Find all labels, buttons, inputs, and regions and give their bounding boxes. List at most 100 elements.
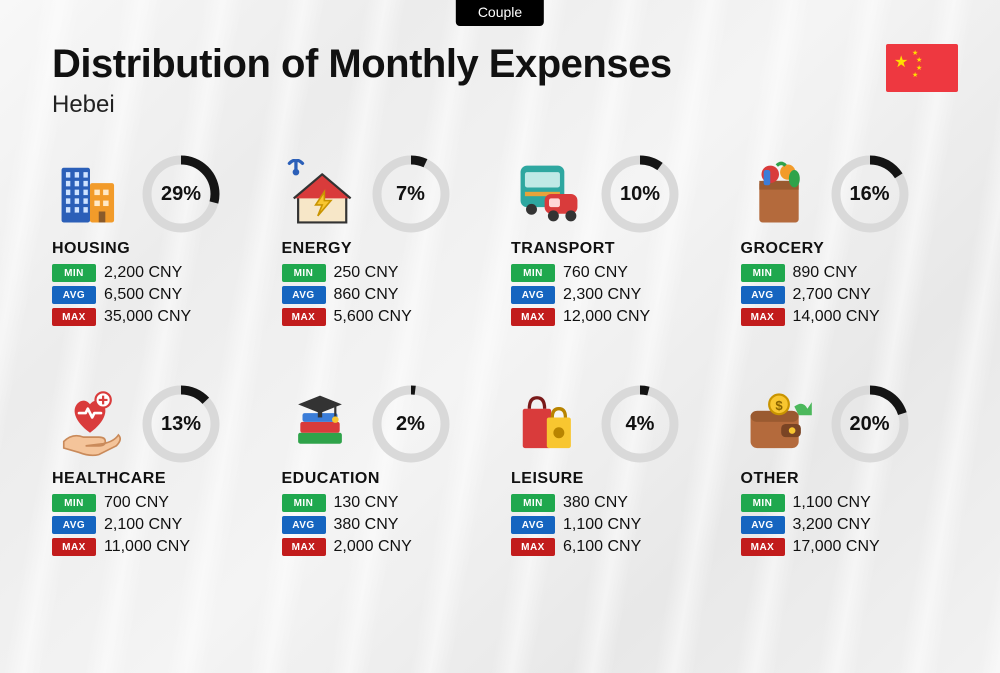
badge-avg: AVG bbox=[741, 516, 785, 534]
stats-block: MIN 1,100 CNY AVG 3,200 CNY MAX 17,000 C… bbox=[741, 494, 961, 556]
stat-row-max: MAX 5,600 CNY bbox=[282, 308, 502, 326]
stat-row-min: MIN 1,100 CNY bbox=[741, 494, 961, 512]
badge-avg: AVG bbox=[52, 516, 96, 534]
stat-row-min: MIN 700 CNY bbox=[52, 494, 272, 512]
percent-label: 4% bbox=[601, 385, 679, 463]
badge-avg: AVG bbox=[741, 286, 785, 304]
badge-max: MAX bbox=[741, 538, 785, 556]
stat-row-avg: AVG 6,500 CNY bbox=[52, 286, 272, 304]
stats-block: MIN 130 CNY AVG 380 CNY MAX 2,000 CNY bbox=[282, 494, 502, 556]
badge-min: MIN bbox=[511, 494, 555, 512]
category-card-housing: 29% HOUSING MIN 2,200 CNY AVG 6,500 CNY … bbox=[52, 156, 272, 330]
svg-text:$: $ bbox=[775, 398, 783, 413]
stat-value-max: 2,000 CNY bbox=[334, 538, 412, 556]
badge-min: MIN bbox=[511, 264, 555, 282]
stat-value-max: 6,100 CNY bbox=[563, 538, 641, 556]
stat-value-max: 14,000 CNY bbox=[793, 308, 880, 326]
stat-value-max: 12,000 CNY bbox=[563, 308, 650, 326]
percent-label: 13% bbox=[142, 385, 220, 463]
header: Distribution of Monthly Expenses Hebei bbox=[52, 42, 948, 119]
stat-row-max: MAX 14,000 CNY bbox=[741, 308, 961, 326]
stats-block: MIN 890 CNY AVG 2,700 CNY MAX 14,000 CNY bbox=[741, 264, 961, 326]
category-card-healthcare: 13% HEALTHCARE MIN 700 CNY AVG 2,100 CNY… bbox=[52, 386, 272, 560]
badge-avg: AVG bbox=[52, 286, 96, 304]
stat-row-min: MIN 760 CNY bbox=[511, 264, 731, 282]
badge-min: MIN bbox=[282, 494, 326, 512]
stat-row-avg: AVG 860 CNY bbox=[282, 286, 502, 304]
page-title: Distribution of Monthly Expenses bbox=[52, 42, 948, 87]
badge-max: MAX bbox=[52, 538, 96, 556]
category-card-leisure: 4% LEISURE MIN 380 CNY AVG 1,100 CNY MAX… bbox=[511, 386, 731, 560]
badge-avg: AVG bbox=[511, 516, 555, 534]
stats-block: MIN 700 CNY AVG 2,100 CNY MAX 11,000 CNY bbox=[52, 494, 272, 556]
category-card-transport: 10% TRANSPORT MIN 760 CNY AVG 2,300 CNY … bbox=[511, 156, 731, 330]
china-flag-icon: ★ ★★★★ bbox=[886, 44, 958, 92]
percent-label: 20% bbox=[831, 385, 909, 463]
heart-hand-icon bbox=[52, 386, 128, 462]
stat-value-min: 890 CNY bbox=[793, 264, 858, 282]
stat-value-max: 35,000 CNY bbox=[104, 308, 191, 326]
badge-min: MIN bbox=[282, 264, 326, 282]
badge-max: MAX bbox=[741, 308, 785, 326]
stat-row-avg: AVG 1,100 CNY bbox=[511, 516, 731, 534]
stats-block: MIN 250 CNY AVG 860 CNY MAX 5,600 CNY bbox=[282, 264, 502, 326]
percent-label: 2% bbox=[372, 385, 450, 463]
region-subtitle: Hebei bbox=[52, 91, 948, 119]
stat-row-max: MAX 6,100 CNY bbox=[511, 538, 731, 556]
badge-max: MAX bbox=[282, 308, 326, 326]
percent-donut: 2% bbox=[372, 385, 450, 463]
category-name: LEISURE bbox=[511, 470, 731, 488]
badge-min: MIN bbox=[741, 494, 785, 512]
category-name: GROCERY bbox=[741, 240, 961, 258]
badge-avg: AVG bbox=[282, 516, 326, 534]
stat-value-avg: 2,700 CNY bbox=[793, 286, 871, 304]
category-name: OTHER bbox=[741, 470, 961, 488]
stat-value-min: 250 CNY bbox=[334, 264, 399, 282]
badge-min: MIN bbox=[52, 264, 96, 282]
stat-row-min: MIN 130 CNY bbox=[282, 494, 502, 512]
stat-value-min: 380 CNY bbox=[563, 494, 628, 512]
stat-value-min: 760 CNY bbox=[563, 264, 628, 282]
stat-row-min: MIN 250 CNY bbox=[282, 264, 502, 282]
categories-grid: 29% HOUSING MIN 2,200 CNY AVG 6,500 CNY … bbox=[52, 156, 960, 560]
stat-row-min: MIN 380 CNY bbox=[511, 494, 731, 512]
badge-max: MAX bbox=[52, 308, 96, 326]
stat-value-max: 11,000 CNY bbox=[104, 538, 190, 556]
category-name: ENERGY bbox=[282, 240, 502, 258]
house-bolt-icon bbox=[282, 156, 358, 232]
category-card-education: 2% EDUCATION MIN 130 CNY AVG 380 CNY MAX… bbox=[282, 386, 502, 560]
category-card-other: $ 20% OTHER MIN 1,100 CNY AVG 3,200 CNY bbox=[741, 386, 961, 560]
category-card-energy: 7% ENERGY MIN 250 CNY AVG 860 CNY MAX 5,… bbox=[282, 156, 502, 330]
badge-max: MAX bbox=[511, 308, 555, 326]
stat-value-min: 700 CNY bbox=[104, 494, 169, 512]
books-cap-icon bbox=[282, 386, 358, 462]
stats-block: MIN 760 CNY AVG 2,300 CNY MAX 12,000 CNY bbox=[511, 264, 731, 326]
stat-row-max: MAX 12,000 CNY bbox=[511, 308, 731, 326]
stats-block: MIN 2,200 CNY AVG 6,500 CNY MAX 35,000 C… bbox=[52, 264, 272, 326]
stat-row-avg: AVG 380 CNY bbox=[282, 516, 502, 534]
stat-row-min: MIN 890 CNY bbox=[741, 264, 961, 282]
category-card-grocery: 16% GROCERY MIN 890 CNY AVG 2,700 CNY MA… bbox=[741, 156, 961, 330]
stats-block: MIN 380 CNY AVG 1,100 CNY MAX 6,100 CNY bbox=[511, 494, 731, 556]
buildings-icon bbox=[52, 156, 128, 232]
category-name: TRANSPORT bbox=[511, 240, 731, 258]
percent-donut: 13% bbox=[142, 385, 220, 463]
stat-value-avg: 6,500 CNY bbox=[104, 286, 182, 304]
stat-value-avg: 1,100 CNY bbox=[563, 516, 641, 534]
stat-value-avg: 3,200 CNY bbox=[793, 516, 871, 534]
percent-label: 16% bbox=[831, 155, 909, 233]
stat-value-avg: 380 CNY bbox=[334, 516, 399, 534]
percent-label: 29% bbox=[142, 155, 220, 233]
stat-row-avg: AVG 2,700 CNY bbox=[741, 286, 961, 304]
category-name: EDUCATION bbox=[282, 470, 502, 488]
stat-value-max: 17,000 CNY bbox=[793, 538, 880, 556]
stat-row-max: MAX 35,000 CNY bbox=[52, 308, 272, 326]
stat-value-avg: 860 CNY bbox=[334, 286, 399, 304]
grocery-bag-icon bbox=[741, 156, 817, 232]
badge-max: MAX bbox=[282, 538, 326, 556]
badge-avg: AVG bbox=[511, 286, 555, 304]
percent-donut: 10% bbox=[601, 155, 679, 233]
stat-value-avg: 2,300 CNY bbox=[563, 286, 641, 304]
bus-car-icon bbox=[511, 156, 587, 232]
stat-row-max: MAX 11,000 CNY bbox=[52, 538, 272, 556]
